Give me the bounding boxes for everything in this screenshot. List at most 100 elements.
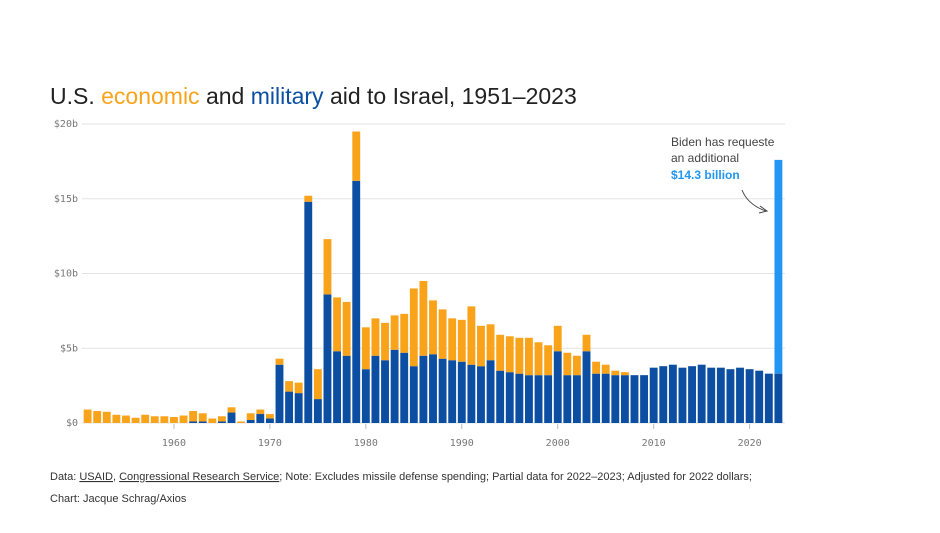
bar-segment: [457, 319, 466, 362]
bar-segment: [419, 280, 428, 356]
title-part: and: [200, 83, 251, 109]
bar-segment: [457, 361, 466, 423]
bar-segment: [352, 180, 361, 423]
bar-segment: [486, 360, 495, 423]
bar-segment: [227, 407, 236, 413]
bar-segment: [736, 367, 744, 423]
chart-title: U.S. economic and military aid to Israel…: [50, 83, 577, 109]
bar-segment: [313, 369, 322, 400]
bars: [83, 131, 783, 423]
bar-segment: [601, 364, 610, 374]
bar-segment: [582, 334, 591, 352]
bar-segment: [534, 375, 543, 423]
x-tick-label: 1970: [258, 438, 282, 449]
bar-segment: [563, 352, 572, 376]
footer-credit: Chart: Jacque Schrag/Axios: [50, 493, 187, 505]
bar-segment: [352, 131, 361, 181]
y-tick-label: $20b: [54, 119, 78, 130]
bar-segment: [342, 301, 351, 356]
bar-segment: [361, 327, 370, 370]
bar-segment: [438, 309, 447, 359]
bar-segment: [572, 375, 581, 423]
title-part: aid to Israel, 1951–2023: [324, 83, 577, 109]
bar-segment: [361, 369, 370, 423]
annotation-value: $14.3 billion: [671, 168, 740, 182]
bar-segment: [304, 201, 313, 423]
bar-segment: [189, 421, 198, 423]
annotation-line: an additional: [671, 151, 739, 165]
bar-segment: [371, 355, 380, 423]
bar-segment: [409, 288, 418, 367]
x-tick-label: 2000: [546, 438, 570, 449]
footer-part: ; Note: Excludes missile defense spendin…: [279, 471, 752, 483]
bar-segment: [630, 375, 639, 423]
bar-segment: [774, 373, 783, 423]
bar-segment: [429, 354, 437, 423]
bar-segment: [496, 370, 505, 423]
bar-segment: [755, 370, 764, 423]
bar-segment: [611, 370, 620, 376]
bar-segment: [659, 366, 668, 423]
bar-segment: [649, 367, 658, 423]
bar-segment: [592, 361, 601, 374]
bar-segment: [429, 300, 437, 355]
bar-segment: [237, 421, 246, 423]
bar-segment: [409, 366, 418, 423]
bar-segment: [275, 358, 284, 365]
bar-segment: [179, 415, 188, 423]
bar-segment: [333, 297, 341, 352]
bar-segment: [208, 418, 217, 423]
bar-segment: [390, 315, 399, 350]
bar-segment: [611, 375, 620, 423]
bar-segment: [170, 417, 178, 423]
bar-segment: [544, 345, 553, 376]
bar-segment: [544, 375, 553, 423]
bar-segment: [333, 351, 341, 423]
bar-segment: [745, 369, 754, 423]
bar-segment: [371, 318, 380, 356]
bar-segment: [256, 409, 265, 415]
y-tick-label: $10b: [54, 269, 78, 280]
bar-segment: [217, 421, 226, 423]
bar-segment: [620, 372, 629, 376]
bar-segment: [131, 417, 140, 423]
footer-source: Data: USAID, Congressional Research Serv…: [50, 471, 752, 483]
bar-segment: [122, 415, 130, 423]
title-military: military: [251, 83, 324, 109]
bar-segment: [515, 373, 524, 423]
bar-segment: [640, 375, 649, 423]
bar-segment: [668, 364, 677, 423]
bar-segment: [678, 367, 687, 423]
bar-segment: [448, 318, 457, 361]
bar-segment: [726, 369, 735, 423]
bar-segment: [285, 391, 294, 423]
bar-segment: [601, 373, 610, 423]
bar-segment: [525, 375, 533, 423]
bar-segment: [467, 306, 476, 365]
bar-segment: [553, 351, 562, 423]
bar-segment: [294, 382, 303, 394]
x-tick-label: 2020: [738, 438, 762, 449]
bar-segment: [400, 313, 409, 353]
x-tick-label: 1960: [162, 438, 186, 449]
bar-segment: [102, 411, 111, 423]
bar-segment: [419, 355, 428, 423]
source-link[interactable]: Congressional Research Service: [119, 471, 279, 483]
bar-segment: [256, 414, 265, 423]
title-economic: economic: [101, 83, 199, 109]
y-tick-label: $5b: [60, 343, 78, 354]
bar-segment: [390, 349, 399, 423]
source-link[interactable]: USAID: [79, 471, 113, 483]
bar-segment: [592, 373, 601, 423]
bar-segment: [265, 418, 274, 423]
annotation-arrowhead: [758, 205, 769, 214]
y-tick-label: $0: [66, 418, 78, 429]
footer-part: Data:: [50, 471, 79, 483]
bar-segment: [764, 373, 773, 423]
bar-segment: [707, 367, 716, 423]
bar-segment: [323, 294, 332, 423]
bar-segment: [381, 360, 389, 423]
bar-segment: [112, 414, 121, 423]
bar-segment: [275, 364, 284, 423]
